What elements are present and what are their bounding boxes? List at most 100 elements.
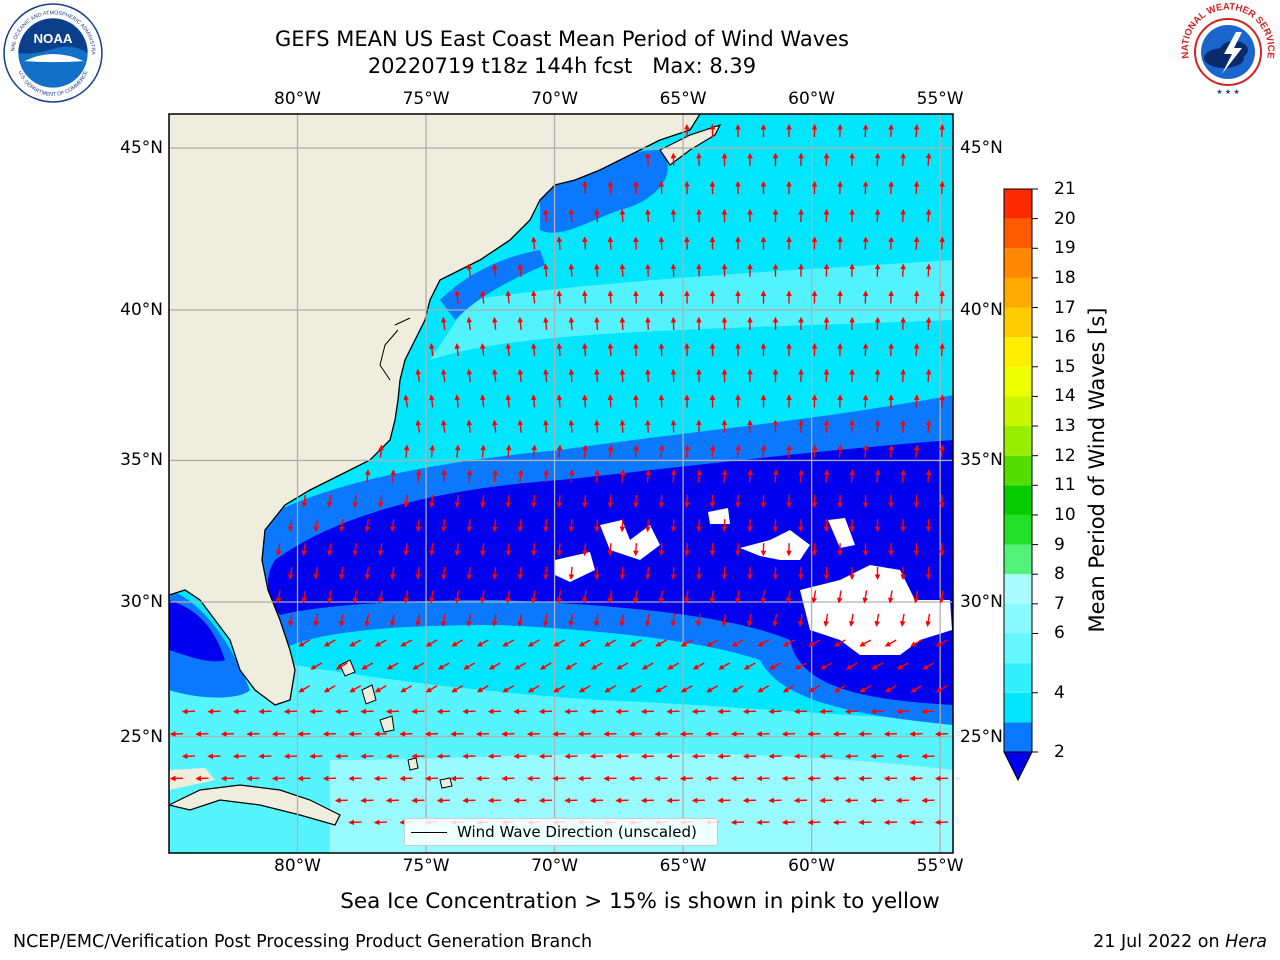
wind-arrow — [313, 613, 319, 627]
wind-arrow — [658, 342, 665, 357]
wind-arrow — [364, 519, 371, 533]
wind-arrow — [616, 662, 629, 670]
wind-arrow — [939, 342, 945, 357]
land-north-america — [169, 114, 700, 705]
lon-tick-label-bottom: 75°W — [402, 856, 450, 876]
wind-arrow — [607, 236, 614, 250]
wind-arrow — [298, 639, 311, 647]
wind-arrow — [531, 543, 537, 557]
wind-arrow — [900, 316, 906, 330]
wind-arrow — [696, 566, 702, 581]
wind-arrow — [530, 590, 537, 604]
wind-arrow — [517, 419, 524, 433]
chart-title: GEFS MEAN US East Coast Mean Period of W… — [275, 27, 849, 51]
wind-arrow — [415, 613, 421, 627]
wind-arrow — [556, 394, 563, 408]
no-data-patch — [626, 540, 648, 558]
wind-arrow — [594, 263, 600, 277]
wind-arrow — [429, 543, 435, 557]
wind-arrow — [925, 368, 932, 382]
colorbar-tick-label: 13 — [1054, 416, 1076, 437]
wind-arrow — [619, 316, 626, 330]
wind-arrow — [645, 368, 651, 382]
wind-arrow — [607, 494, 614, 508]
land-cuba — [169, 785, 340, 825]
wind-arrow — [425, 639, 438, 647]
wind-arrow — [568, 519, 575, 533]
lon-tick-label-top: 80°W — [274, 89, 321, 109]
wind-arrow — [492, 519, 498, 533]
wind-arrow — [797, 613, 804, 627]
wind-arrow — [684, 543, 690, 557]
wind-arrow — [607, 290, 614, 304]
wind-arrow — [836, 590, 843, 604]
wind-arrow — [772, 469, 779, 483]
wind-arrow — [441, 419, 447, 433]
wind-arrow — [582, 394, 588, 408]
wind-arrow — [415, 419, 422, 433]
wind-arrow — [377, 590, 384, 604]
wind-arrow — [667, 662, 680, 670]
wind-arrow — [913, 123, 920, 138]
wind-arrow — [888, 444, 894, 458]
wind-arrow — [568, 613, 574, 627]
wind-arrow — [556, 236, 563, 250]
wind-arrow — [922, 662, 935, 670]
wind-arrow — [607, 590, 613, 604]
colorbar-swatch — [1004, 722, 1032, 752]
wind-arrow — [568, 469, 575, 483]
wind-arrow — [539, 662, 552, 670]
wind-arrow — [862, 590, 868, 604]
wind-arrow — [629, 685, 642, 693]
wind-arrow — [594, 208, 600, 223]
wind-arrow — [888, 123, 894, 138]
wind-arrow — [323, 685, 336, 693]
wind-arrow — [466, 469, 473, 483]
coastline-cuba — [169, 784, 341, 826]
wind-arrow — [505, 394, 512, 408]
wind-arrow — [619, 419, 626, 433]
wind-arrow — [378, 543, 384, 557]
wind-arrow — [542, 613, 549, 627]
wind-arrow — [543, 368, 549, 382]
wind-arrow — [568, 368, 575, 382]
wind-arrow — [757, 639, 770, 647]
wind-arrow — [454, 494, 461, 508]
wind-arrow — [910, 639, 923, 647]
wind-arrow — [645, 519, 651, 533]
wind-arrow — [619, 469, 626, 483]
wind-arrow — [492, 566, 498, 580]
wind-arrow — [517, 368, 524, 382]
wind-arrow — [747, 469, 753, 483]
wind-arrow — [594, 519, 600, 533]
wind-arrow — [454, 444, 461, 458]
wind-arrow — [476, 639, 489, 647]
wind-arrow — [658, 590, 664, 604]
colorbar-swatch — [1004, 248, 1032, 278]
colorbar-tick-label: 15 — [1054, 356, 1076, 377]
wind-arrow — [874, 152, 881, 166]
wind-arrow — [451, 685, 464, 693]
wind-arrow — [335, 662, 348, 670]
wind-arrow — [633, 494, 639, 508]
wind-arrow — [527, 639, 540, 647]
wind-arrow — [466, 613, 472, 627]
lat-tick-label-right: 35°N — [960, 450, 1003, 471]
wind-arrow — [466, 316, 473, 330]
wind-arrow — [441, 368, 447, 382]
wind-arrow — [645, 419, 651, 433]
footer-date: 21 Jul 2022 on Hera — [1093, 932, 1267, 952]
wind-arrow — [757, 685, 770, 693]
wind-arrow — [531, 394, 537, 408]
colorbar-tick-label: 18 — [1054, 267, 1076, 288]
wind-arrow — [794, 662, 807, 670]
wind-arrow — [709, 494, 716, 509]
wind-arrow — [502, 639, 515, 647]
wind-arrow — [925, 208, 932, 223]
wind-arrow — [568, 316, 575, 330]
map-legend: Wind Wave Direction (unscaled) — [404, 818, 718, 846]
wind-arrow — [454, 590, 460, 604]
wind-arrow — [582, 342, 588, 357]
wind-arrow — [721, 613, 727, 627]
